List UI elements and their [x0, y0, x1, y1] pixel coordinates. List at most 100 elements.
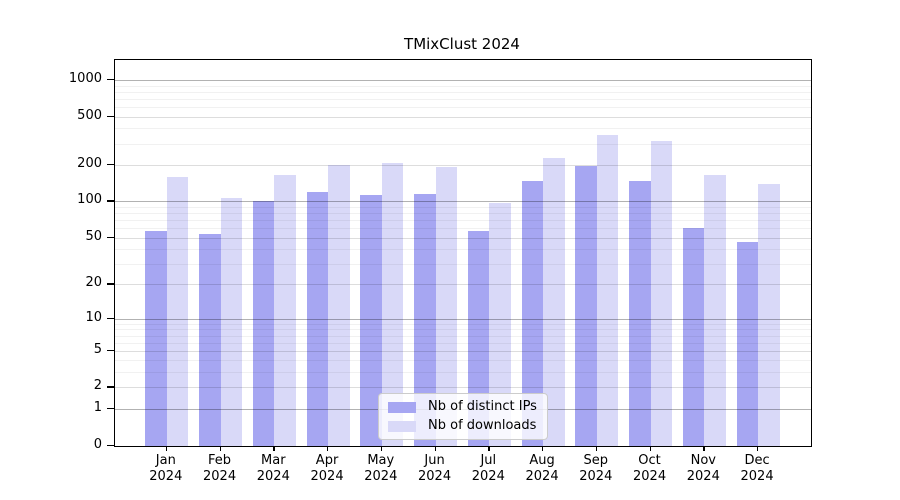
y-tick-label-10: 10 [85, 309, 102, 325]
gridline-600 [115, 107, 811, 109]
legend-swatch-distinct-ips-icon [388, 401, 416, 413]
y-tick-label-1: 1 [93, 399, 102, 415]
x-tick-label-aug: Aug 2024 [525, 452, 559, 485]
x-tick-label-may: May 2024 [364, 452, 398, 485]
x-tick-mark-sep [595, 445, 598, 451]
bar-downloads-sep [596, 135, 619, 446]
bar-downloads-mar [274, 175, 296, 446]
plot-area [114, 59, 812, 447]
gridline-20 [115, 284, 811, 286]
x-tick-mark-jul [488, 445, 490, 451]
x-tick-mark-oct [649, 445, 651, 451]
bar-distinct-ips-jun [414, 193, 436, 446]
x-tick-mark-jan [165, 445, 168, 451]
y-tick-label-0: 0 [93, 436, 102, 452]
bar-distinct-ips-sep [575, 165, 597, 446]
x-tick-label-jul: Jul 2024 [471, 452, 505, 485]
y-tick-label-20: 20 [85, 275, 102, 291]
bar-distinct-ips-jul [467, 230, 490, 446]
x-tick-mark-mar [273, 445, 275, 451]
x-tick-label-sep: Sep 2024 [579, 452, 613, 485]
gridline-8 [115, 329, 811, 331]
x-tick-mark-may [380, 445, 383, 451]
gridline-9 [115, 323, 811, 325]
bar-downloads-nov [704, 175, 726, 446]
y-tick-mark-200 [107, 163, 114, 166]
x-tick-label-feb: Feb 2024 [203, 452, 237, 485]
y-tick-mark-100 [107, 200, 114, 202]
gridline-30 [115, 263, 811, 265]
bar-distinct-ips-dec [736, 241, 759, 446]
gridline-1000 [115, 80, 811, 82]
y-tick-mark-10 [107, 317, 114, 320]
gridline-3 [115, 372, 811, 374]
gridline-800 [115, 91, 811, 93]
x-tick-label-nov: Nov 2024 [686, 452, 720, 485]
y-tick-label-5: 5 [93, 341, 102, 357]
gridline-700 [115, 98, 811, 100]
x-tick-label-jan: Jan 2024 [149, 452, 183, 485]
bar-downloads-aug [543, 157, 565, 446]
legend-item-distinct-ips: Nb of distinct IPs [388, 399, 537, 415]
legend-label-distinct-ips: Nb of distinct IPs [428, 399, 537, 414]
legend: Nb of distinct IPs Nb of downloads [378, 393, 548, 440]
y-tick-label-500: 500 [77, 107, 102, 123]
x-tick-label-dec: Dec 2024 [740, 452, 774, 485]
bar-distinct-ips-apr [306, 191, 329, 446]
bar-distinct-ips-mar [252, 201, 275, 446]
legend-swatch-downloads-icon [388, 420, 416, 432]
gridline-40 [115, 249, 811, 251]
gridline-60 [115, 228, 811, 230]
x-tick-mark-feb [219, 445, 221, 451]
bar-distinct-ips-oct [629, 180, 651, 446]
y-tick-mark-1 [107, 407, 114, 410]
gridline-300 [115, 143, 811, 145]
x-tick-mark-jun [434, 445, 436, 451]
x-tick-mark-nov [703, 445, 705, 451]
bar-downloads-apr [328, 165, 350, 446]
x-tick-label-jun: Jun 2024 [418, 452, 452, 485]
gridline-100 [115, 201, 811, 203]
x-tick-mark-dec [757, 445, 759, 451]
y-tick-label-200: 200 [77, 155, 102, 171]
y-tick-mark-2 [107, 386, 114, 388]
gridline-500 [115, 116, 811, 118]
x-tick-mark-apr [327, 445, 329, 451]
legend-label-downloads: Nb of downloads [428, 418, 537, 433]
x-tick-mark-aug [542, 445, 544, 451]
gridline-6 [115, 342, 811, 344]
y-tick-mark-500 [107, 115, 114, 118]
chart-title: TMixClust 2024 [404, 35, 520, 53]
gridline-10 [115, 318, 811, 320]
y-tick-mark-1000 [107, 79, 114, 81]
bar-downloads-may [381, 163, 404, 446]
bar-downloads-feb [220, 197, 243, 446]
y-tick-label-2: 2 [93, 378, 102, 394]
y-tick-mark-5 [107, 349, 114, 352]
gridline-7 [115, 335, 811, 337]
gridline-200 [115, 164, 811, 166]
y-tick-label-1000: 1000 [68, 71, 102, 87]
bar-distinct-ips-aug [521, 181, 544, 446]
x-tick-label-mar: Mar 2024 [256, 452, 290, 485]
bar-distinct-ips-may [360, 194, 382, 446]
x-tick-label-apr: Apr 2024 [310, 452, 344, 485]
gridline-400 [115, 128, 811, 130]
bar-distinct-ips-jan [145, 230, 167, 446]
y-tick-label-100: 100 [77, 192, 102, 208]
legend-item-downloads: Nb of downloads [388, 418, 537, 434]
gridline-70 [115, 220, 811, 222]
y-tick-mark-0 [107, 444, 114, 446]
bar-downloads-jun [435, 167, 458, 446]
y-tick-mark-20 [107, 283, 114, 285]
gridline-50 [115, 237, 811, 239]
bar-downloads-oct [650, 141, 673, 446]
y-tick-label-50: 50 [85, 228, 102, 244]
gridline-4 [115, 360, 811, 362]
x-tick-label-oct: Oct 2024 [633, 452, 667, 485]
bar-downloads-jul [489, 202, 511, 446]
gridline-90 [115, 206, 811, 208]
bar-distinct-ips-nov [682, 228, 705, 446]
gridline-80 [115, 213, 811, 215]
